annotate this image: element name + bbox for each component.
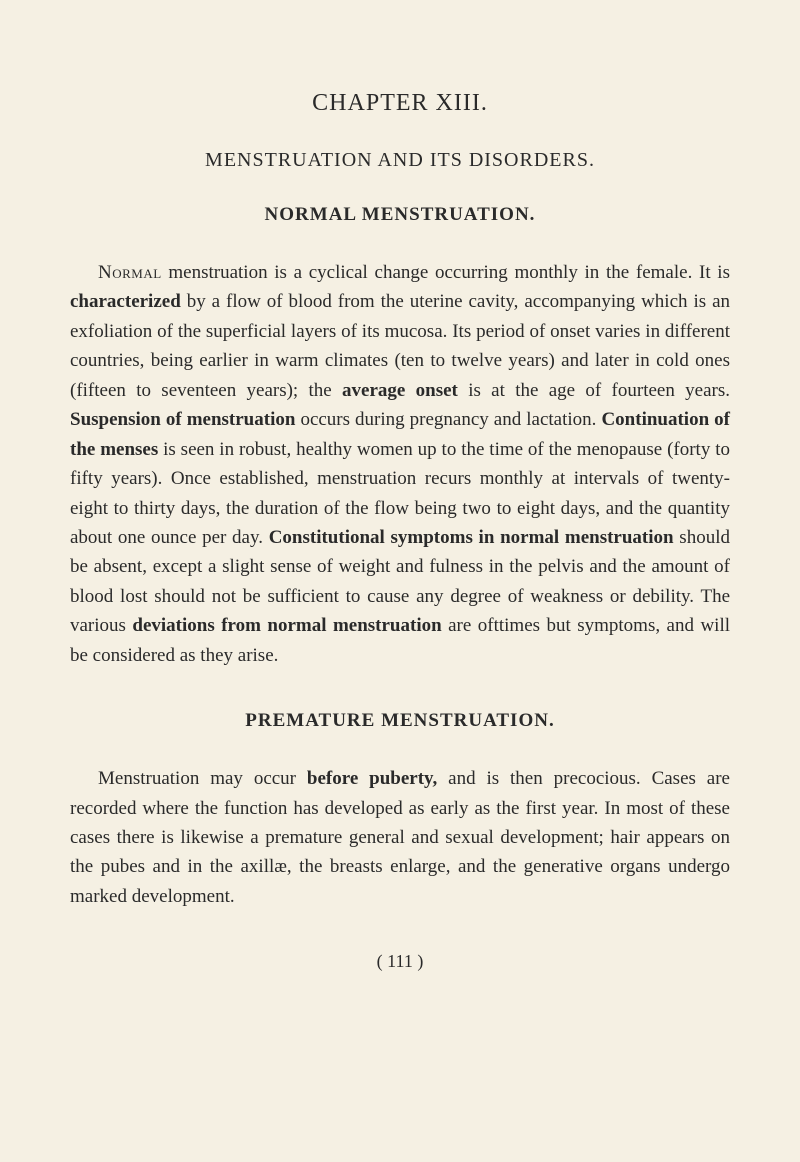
text-span: menstruation is a cyclical change occurr… [162,262,730,283]
bold-term: Constitutional symptoms in normal menstr… [269,527,674,548]
section-title: MENSTRUATION AND ITS DISORDERS. [70,149,730,172]
chapter-title: CHAPTER XIII. [70,90,730,117]
text-span: Menstruation may occur [98,768,307,789]
lead-word: Normal [98,262,162,283]
page-number: ( 111 ) [70,951,730,972]
bold-term: average onset [342,380,458,401]
paragraph-premature-menstruation: Menstruation may occur before puberty, a… [70,764,730,911]
bold-term: deviations from normal menstruation [132,615,441,636]
bold-term: characterized [70,291,181,312]
subsection-title-normal: NORMAL MENSTRUATION. [70,204,730,226]
text-span: is at the age of fourteen years. [458,380,730,401]
subsection-title-premature: PREMATURE MENSTRUATION. [70,710,730,732]
paragraph-normal-menstruation: Normal menstruation is a cyclical change… [70,258,730,670]
bold-term: before puberty, [307,768,437,789]
text-span: occurs during pregnancy and lactation. [295,409,601,430]
bold-term: Suspension of menstruation [70,409,295,430]
